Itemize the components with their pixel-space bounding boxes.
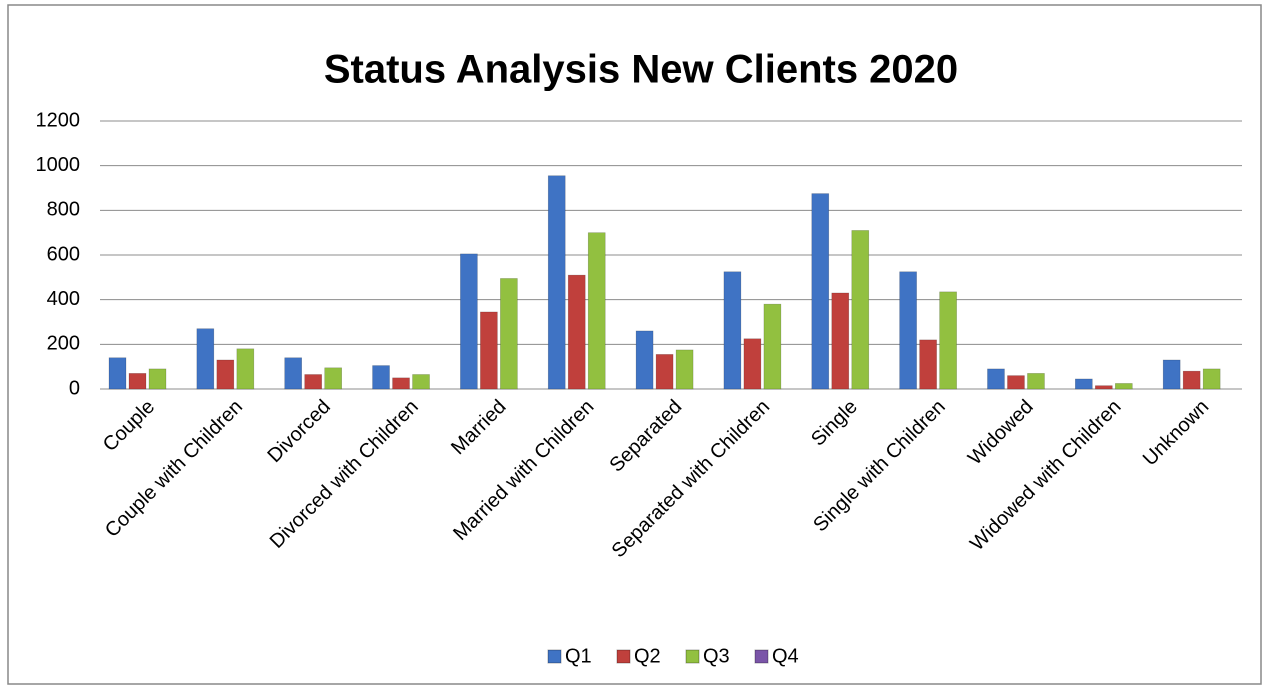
y-tick-label: 1000 bbox=[36, 154, 81, 176]
y-tick-label: 600 bbox=[47, 243, 80, 265]
bar bbox=[324, 367, 342, 390]
bar bbox=[412, 374, 430, 390]
bar bbox=[675, 349, 694, 390]
bar bbox=[811, 193, 830, 390]
legend-label: Q4 bbox=[772, 645, 799, 667]
bar bbox=[1182, 370, 1201, 390]
bar bbox=[723, 271, 742, 390]
y-tick-label: 0 bbox=[69, 377, 80, 399]
legend-label: Q2 bbox=[634, 645, 661, 667]
bar bbox=[919, 339, 937, 390]
y-tick-label: 800 bbox=[47, 199, 80, 221]
chart-title: Status Analysis New Clients 2020 bbox=[324, 48, 958, 92]
bar bbox=[108, 357, 127, 390]
bar bbox=[743, 338, 762, 390]
bar bbox=[128, 373, 147, 390]
legend-swatch bbox=[616, 649, 631, 664]
bar bbox=[987, 368, 1005, 390]
bar bbox=[460, 253, 478, 390]
bar bbox=[1027, 373, 1045, 390]
bar bbox=[1115, 383, 1133, 390]
bar bbox=[547, 175, 566, 390]
bar bbox=[284, 357, 302, 390]
y-tick-label: 1200 bbox=[36, 109, 81, 131]
bar bbox=[655, 354, 674, 390]
y-tick-label: 400 bbox=[47, 288, 80, 310]
bar bbox=[1075, 378, 1093, 390]
bar bbox=[236, 348, 255, 390]
bar bbox=[1007, 375, 1025, 390]
bar bbox=[372, 365, 390, 390]
bar bbox=[851, 230, 870, 390]
bar bbox=[763, 303, 782, 390]
bar bbox=[1202, 368, 1221, 390]
bar bbox=[480, 311, 498, 390]
bar bbox=[831, 292, 850, 390]
bar bbox=[567, 274, 586, 390]
bar bbox=[1162, 359, 1181, 390]
legend-label: Q1 bbox=[565, 645, 592, 667]
bar bbox=[587, 232, 606, 390]
legend-swatch bbox=[754, 649, 769, 664]
bar bbox=[635, 330, 654, 390]
legend-swatch bbox=[547, 649, 562, 664]
bar bbox=[216, 359, 235, 390]
bar bbox=[899, 271, 917, 390]
bar bbox=[500, 278, 518, 390]
bar bbox=[196, 328, 215, 390]
legend-label: Q3 bbox=[703, 645, 730, 667]
bar bbox=[304, 374, 322, 390]
bar bbox=[939, 291, 957, 390]
bar bbox=[1095, 385, 1113, 390]
y-tick-label: 200 bbox=[47, 333, 80, 355]
legend-swatch bbox=[685, 649, 700, 664]
bar bbox=[392, 377, 410, 390]
bar bbox=[148, 368, 167, 390]
